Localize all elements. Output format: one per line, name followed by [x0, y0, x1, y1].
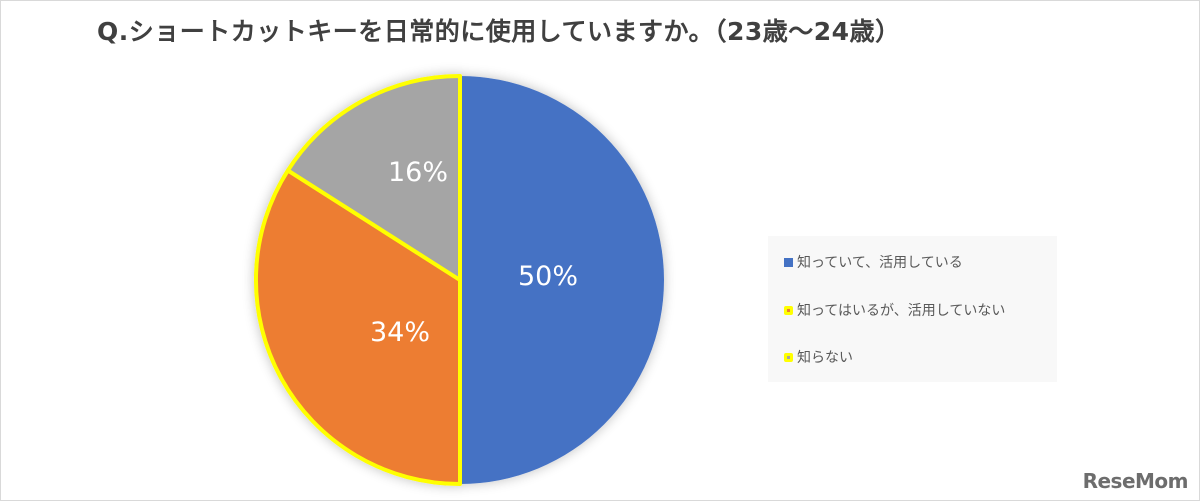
chart-title: Q.ショートカットキーを日常的に使用していますか。（23歳～24歳） — [97, 17, 901, 46]
label-16: 16% — [388, 157, 448, 188]
slice-gray — [285, 74, 462, 282]
legend: 知っていて、活用している 知ってはいるが、活用していない 知らない — [768, 236, 1057, 382]
legend-swatch-gray — [784, 352, 793, 362]
legend-item-dont-know: 知らない — [784, 347, 853, 367]
legend-item-use: 知っていて、活用している — [784, 252, 963, 272]
legend-label: 知ってはいるが、活用していない — [797, 303, 1006, 319]
legend-label: 知らない — [797, 350, 853, 366]
legend-label: 知っていて、活用している — [797, 255, 963, 271]
label-34: 34% — [370, 317, 430, 348]
slice-blue — [460, 76, 664, 484]
legend-swatch-blue — [784, 257, 793, 267]
resemom-logo: ReseMom — [1082, 469, 1189, 493]
legend-swatch-orange — [784, 305, 793, 315]
label-50: 50% — [518, 261, 578, 292]
legend-item-know-not-use: 知ってはいるが、活用していない — [784, 300, 1005, 320]
